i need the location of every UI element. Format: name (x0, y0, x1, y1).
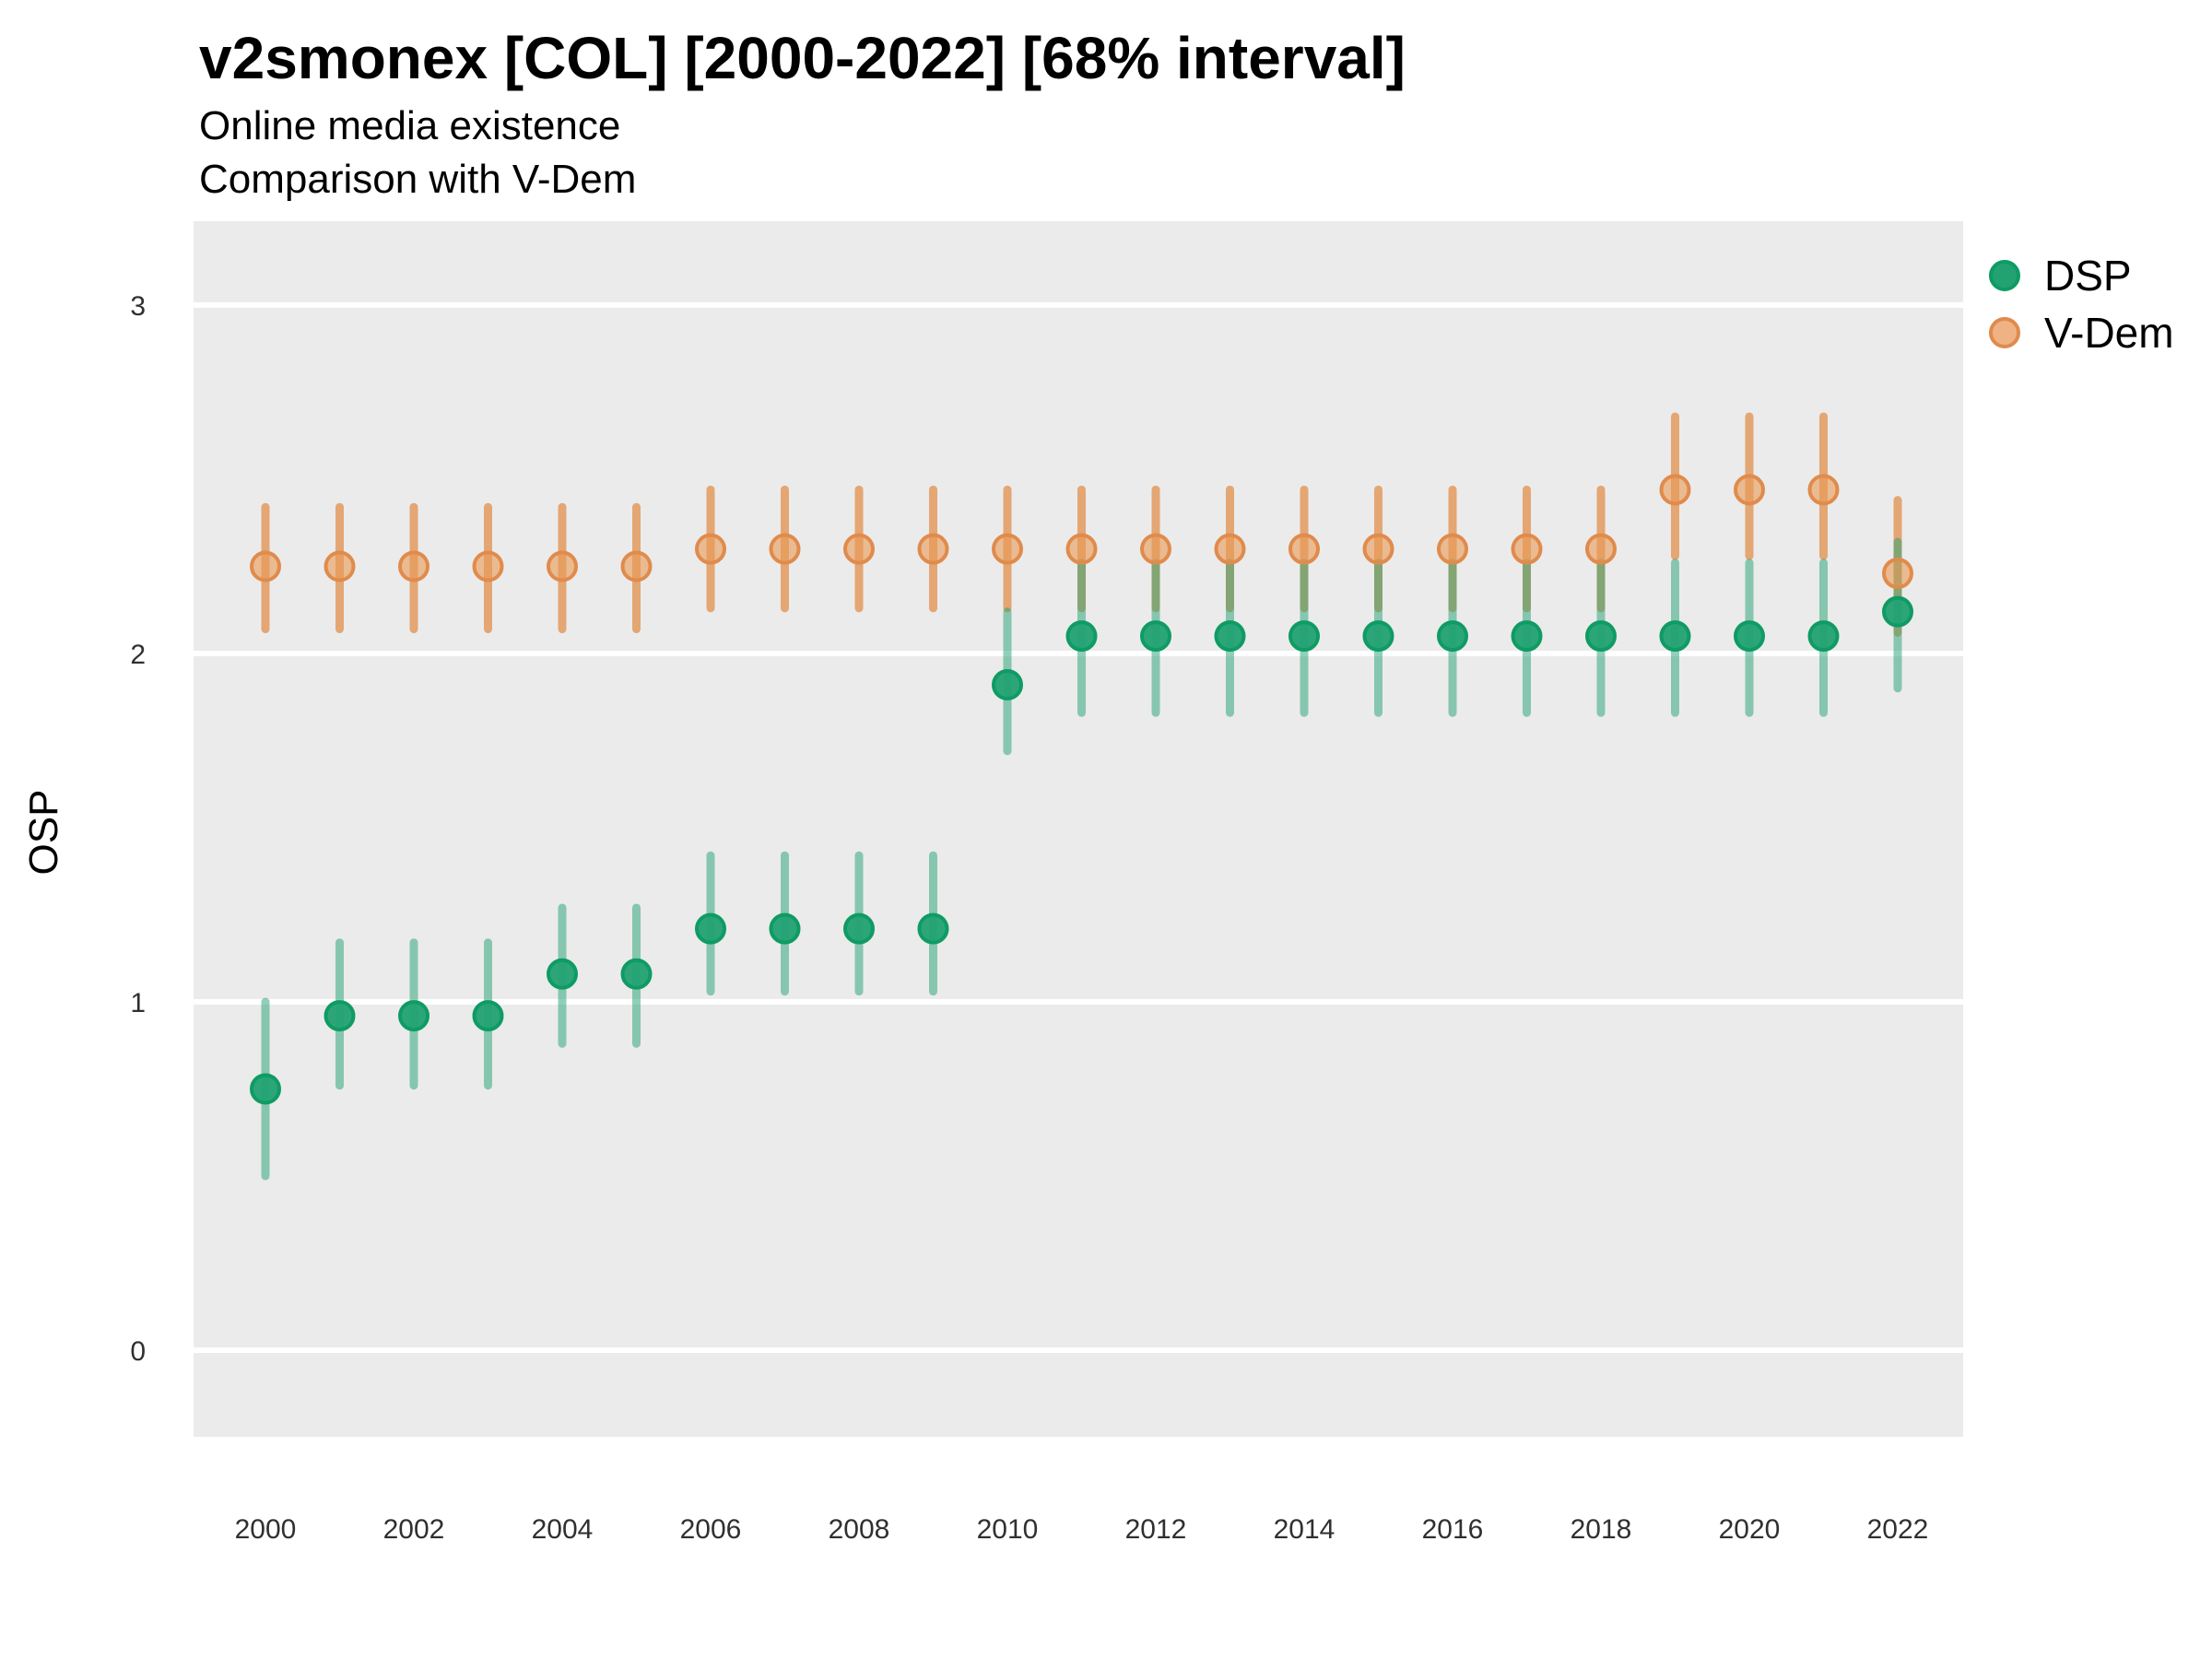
x-tick-label-2000: 2000 (235, 1514, 297, 1545)
point-vdem-2022 (1882, 558, 1913, 590)
y-tick-label-0: 0 (130, 1336, 146, 1367)
point-vdem-2006 (695, 533, 726, 565)
legend-label-dsp: DSP (2044, 252, 2132, 300)
x-tick-label-2008: 2008 (829, 1514, 890, 1545)
point-dsp-2010 (992, 669, 1023, 701)
chart-subtitle-line2: Comparison with V-Dem (199, 157, 637, 202)
point-dsp-2009 (917, 912, 949, 945)
x-tick-label-2016: 2016 (1422, 1514, 1484, 1545)
gridline-y-3 (194, 302, 1963, 308)
chart-subtitle-line1: Online media existence (199, 103, 621, 148)
legend: DSP V-Dem (1989, 247, 2174, 361)
x-tick-label-2020: 2020 (1719, 1514, 1781, 1545)
point-dsp-2008 (843, 912, 875, 945)
x-tick-label-2006: 2006 (680, 1514, 742, 1545)
point-vdem-2000 (250, 550, 281, 582)
y-axis-title: OSP (21, 789, 66, 876)
point-vdem-2012 (1140, 533, 1171, 565)
dsp-legend-marker-icon (1989, 260, 2020, 291)
point-dsp-2011 (1065, 620, 1098, 653)
point-dsp-2002 (398, 1000, 429, 1032)
x-tick-label-2004: 2004 (532, 1514, 594, 1545)
x-tick-label-2012: 2012 (1125, 1514, 1187, 1545)
point-dsp-2003 (472, 1000, 504, 1032)
point-vdem-2002 (398, 550, 429, 582)
point-dsp-2015 (1362, 620, 1394, 653)
x-tick-label-2002: 2002 (383, 1514, 445, 1545)
point-vdem-2019 (1659, 474, 1691, 506)
point-dsp-2004 (547, 958, 578, 990)
legend-item-dsp: DSP (1989, 247, 2174, 304)
x-tick-label-2010: 2010 (977, 1514, 1039, 1545)
gridline-y-0 (194, 1347, 1963, 1353)
point-vdem-2001 (324, 550, 356, 582)
point-dsp-2014 (1288, 620, 1320, 653)
point-vdem-2017 (1511, 533, 1543, 565)
point-vdem-2014 (1288, 533, 1320, 565)
point-dsp-2013 (1214, 620, 1246, 653)
point-vdem-2021 (1807, 474, 1840, 506)
y-tick-label-3: 3 (130, 291, 146, 322)
point-dsp-2006 (695, 912, 726, 945)
plot-panel (194, 221, 1963, 1437)
point-dsp-2022 (1882, 595, 1913, 628)
point-dsp-2007 (769, 912, 801, 945)
y-tick-label-1: 1 (130, 988, 146, 1018)
point-dsp-2005 (620, 958, 653, 990)
x-tick-label-2022: 2022 (1867, 1514, 1929, 1545)
point-vdem-2013 (1214, 533, 1246, 565)
gridline-y-1 (194, 999, 1963, 1005)
point-vdem-2007 (769, 533, 801, 565)
point-dsp-2021 (1807, 620, 1840, 653)
vdem-legend-marker-icon (1989, 317, 2020, 348)
legend-item-vdem: V-Dem (1989, 304, 2174, 361)
y-tick-label-2: 2 (130, 640, 146, 670)
point-dsp-2019 (1659, 620, 1691, 653)
legend-label-vdem: V-Dem (2044, 309, 2174, 357)
point-vdem-2004 (547, 550, 578, 582)
point-dsp-2001 (324, 1000, 356, 1032)
point-vdem-2015 (1362, 533, 1394, 565)
point-vdem-2010 (992, 533, 1023, 565)
page-title: v2smonex [COL] [2000-2022] [68% interval… (199, 25, 1406, 91)
point-dsp-2020 (1734, 620, 1765, 653)
point-vdem-2018 (1585, 533, 1617, 565)
point-vdem-2020 (1734, 474, 1765, 506)
point-dsp-2012 (1140, 620, 1171, 653)
point-dsp-2000 (250, 1073, 281, 1105)
x-tick-label-2018: 2018 (1571, 1514, 1632, 1545)
point-dsp-2018 (1585, 620, 1617, 653)
point-vdem-2011 (1065, 533, 1098, 565)
point-vdem-2003 (472, 550, 504, 582)
x-tick-label-2014: 2014 (1274, 1514, 1335, 1545)
point-dsp-2016 (1437, 620, 1468, 653)
point-vdem-2016 (1437, 533, 1468, 565)
point-vdem-2009 (917, 533, 949, 565)
point-dsp-2017 (1511, 620, 1543, 653)
point-vdem-2008 (843, 533, 875, 565)
point-vdem-2005 (620, 550, 653, 582)
